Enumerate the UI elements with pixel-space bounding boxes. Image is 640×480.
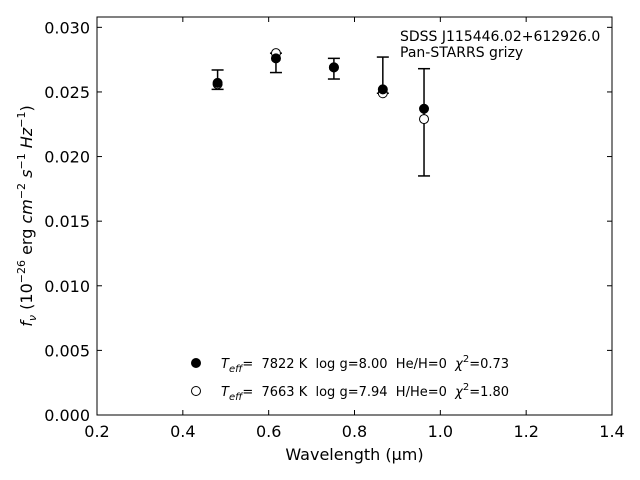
error-bars bbox=[211, 52, 431, 177]
model-point-filled bbox=[419, 103, 430, 114]
y-tick-label: 0.015 bbox=[44, 212, 90, 231]
y-tick-label: 0.000 bbox=[44, 406, 90, 425]
model-point-filled bbox=[270, 53, 281, 64]
y-tick-label: 0.010 bbox=[44, 277, 90, 296]
y-tick-label: 0.020 bbox=[44, 148, 90, 167]
y-tick-label: 0.005 bbox=[44, 341, 90, 360]
legend-label-1: Teff= 7822 K log g=8.00 He/H=0 χ2=0.73 bbox=[221, 354, 509, 375]
x-tick-label: 1.2 bbox=[513, 422, 538, 441]
y-axis-title: fν (10−26 erg cm−2 s−1 Hz−1) bbox=[15, 105, 39, 326]
annotation-survey: Pan-STARRS grizy bbox=[400, 45, 523, 61]
x-axis-title: Wavelength (μm) bbox=[285, 445, 423, 464]
annotation-object: SDSS J115446.02+612926.0 bbox=[400, 29, 600, 45]
y-tick-label: 0.025 bbox=[44, 83, 90, 102]
model-point-filled bbox=[377, 84, 388, 95]
x-axis: 0.2 0.4 0.6 0.8 1.0 1.2 1.4 bbox=[84, 17, 625, 441]
legend: Teff= 7822 K log g=8.00 He/H=0 χ2=0.73 T… bbox=[191, 354, 509, 403]
plot-frame bbox=[96, 16, 613, 416]
model-point-filled bbox=[328, 62, 339, 73]
model-point-filled bbox=[212, 77, 223, 88]
y-axis: 0.000 0.005 0.010 0.015 0.020 0.025 0.030 bbox=[44, 18, 612, 425]
x-tick-label: 0.8 bbox=[342, 422, 367, 441]
x-tick-label: 0.2 bbox=[84, 422, 109, 441]
model-point-open bbox=[419, 114, 430, 125]
x-tick-label: 1.4 bbox=[599, 422, 624, 441]
data-markers bbox=[212, 48, 430, 125]
legend-marker-filled bbox=[191, 358, 201, 368]
legend-marker-open bbox=[191, 386, 201, 396]
x-tick-label: 0.6 bbox=[256, 422, 281, 441]
legend-label-2: Teff= 7663 K log g=7.94 H/He=0 χ2=1.80 bbox=[221, 382, 509, 403]
y-tick-label: 0.030 bbox=[44, 18, 90, 37]
x-tick-label: 1.0 bbox=[428, 422, 453, 441]
x-tick-label: 0.4 bbox=[170, 422, 195, 441]
